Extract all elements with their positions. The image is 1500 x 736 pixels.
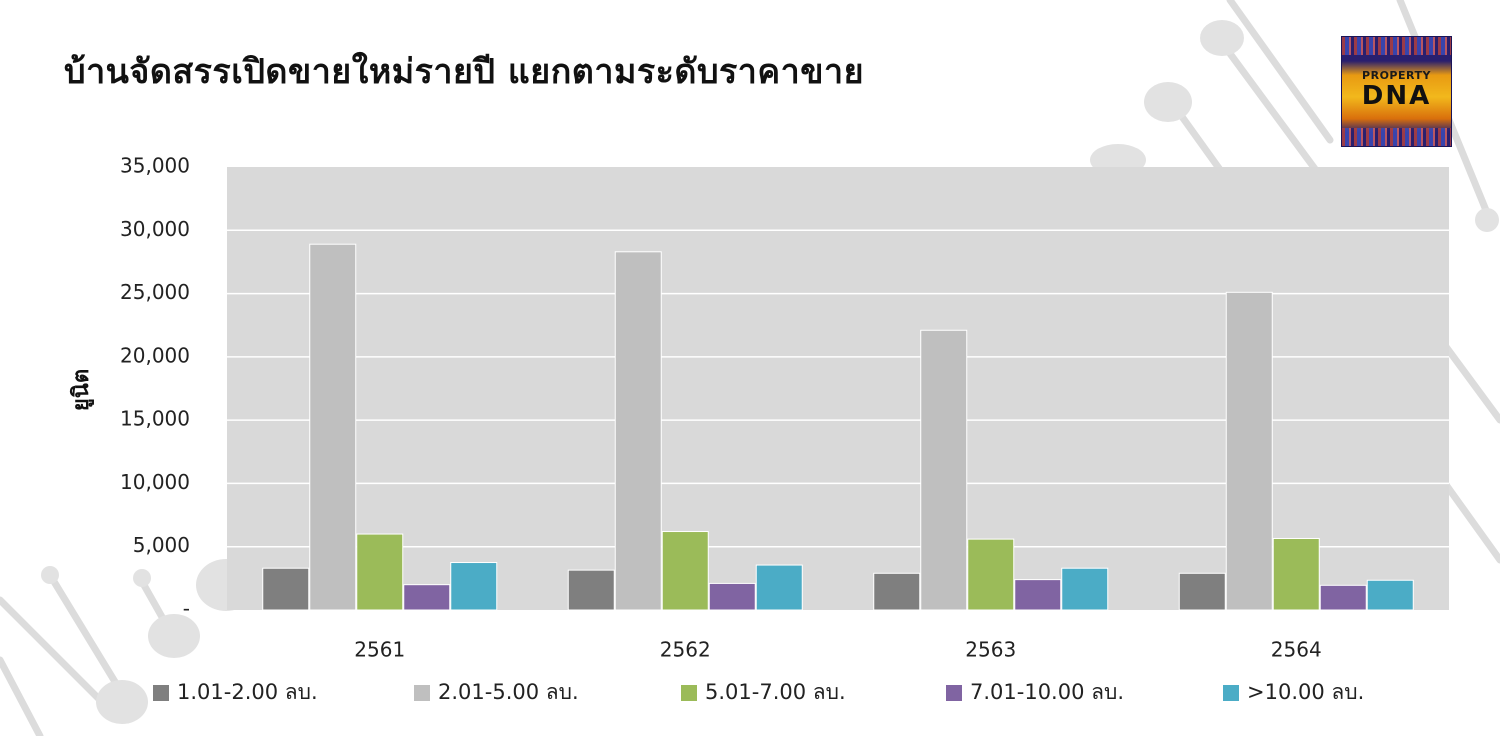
legend-item: 5.01-7.00 ลบ. — [681, 676, 846, 709]
bar-2564-series-3 — [1272, 537, 1320, 611]
x-axis-categories: 2561 2562 2563 2564 — [354, 638, 1321, 662]
bar-2561-series-5 — [450, 562, 498, 611]
y-tick-label: 35,000 — [120, 154, 190, 178]
x-category-label: 2561 — [354, 638, 405, 662]
bar-2562-series-5 — [755, 564, 803, 611]
legend-item: >10.00 ลบ. — [1223, 676, 1364, 709]
bar-2561-series-4 — [403, 584, 451, 611]
legend-label: 7.01-10.00 ลบ. — [970, 680, 1125, 704]
bar-2563-series-1 — [873, 572, 921, 611]
legend-item: 2.01-5.00 ลบ. — [414, 676, 579, 709]
legend-label: 1.01-2.00 ลบ. — [177, 680, 318, 704]
legend-swatch — [414, 684, 430, 701]
chart-legend: 1.01-2.00 ลบ. 2.01-5.00 ลบ. 5.01-7.00 ลบ. 7… — [0, 676, 1500, 712]
bar-2563-series-5 — [1061, 567, 1109, 611]
y-tick-label: 30,000 — [120, 217, 190, 241]
bar-2562-series-2 — [614, 251, 662, 611]
legend-item: 1.01-2.00 ลบ. — [153, 676, 318, 709]
legend-swatch — [1223, 684, 1239, 701]
bar-2562-series-3 — [661, 531, 709, 611]
bars — [262, 243, 1414, 611]
y-tick-label: - — [183, 597, 190, 621]
y-tick-label: 5,000 — [133, 533, 190, 557]
y-tick-label: 25,000 — [120, 280, 190, 304]
bar-2564-series-1 — [1178, 572, 1226, 611]
y-tick-label: 20,000 — [120, 343, 190, 367]
legend-label: 5.01-7.00 ลบ. — [705, 680, 846, 704]
bar-2564-series-2 — [1225, 291, 1273, 611]
bar-2561-series-3 — [356, 533, 404, 611]
legend-label: 2.01-5.00 ลบ. — [438, 680, 579, 704]
bar-2562-series-1 — [567, 569, 615, 611]
y-tick-label: 15,000 — [120, 407, 190, 431]
bar-2563-series-2 — [920, 329, 968, 611]
dna-strip-top — [1342, 37, 1451, 55]
logo-line-2: DNA — [1361, 81, 1432, 111]
legend-item: 7.01-10.00 ลบ. — [946, 676, 1124, 709]
bar-2561-series-2 — [309, 243, 357, 611]
legend-label: >10.00 ลบ. — [1247, 680, 1365, 704]
legend-swatch — [681, 684, 697, 701]
y-axis-label: ยูนิต — [69, 369, 95, 411]
bar-2561-series-1 — [262, 567, 310, 611]
bar-2563-series-4 — [1014, 579, 1062, 611]
property-dna-logo: PROPERTY DNA — [1341, 36, 1452, 147]
y-axis-ticks: - 5,000 10,000 15,000 20,000 25,000 30,000 35,0… — [120, 154, 190, 621]
x-category-label: 2562 — [660, 638, 711, 662]
bar-2562-series-4 — [708, 582, 756, 611]
legend-swatch — [153, 684, 169, 701]
page-title: บ้านจัดสรรเปิดขายใหม่รายปี แยกตามระดับรา… — [64, 52, 864, 92]
x-category-label: 2563 — [965, 638, 1016, 662]
x-category-label: 2564 — [1271, 638, 1322, 662]
dna-strip-bottom — [1342, 128, 1451, 146]
y-tick-label: 10,000 — [120, 470, 190, 494]
bar-2563-series-3 — [967, 538, 1015, 611]
bar-2564-series-4 — [1319, 584, 1367, 611]
bar-2564-series-5 — [1366, 579, 1414, 611]
legend-swatch — [946, 684, 962, 701]
logo-line-1: PROPERTY — [1362, 69, 1431, 82]
